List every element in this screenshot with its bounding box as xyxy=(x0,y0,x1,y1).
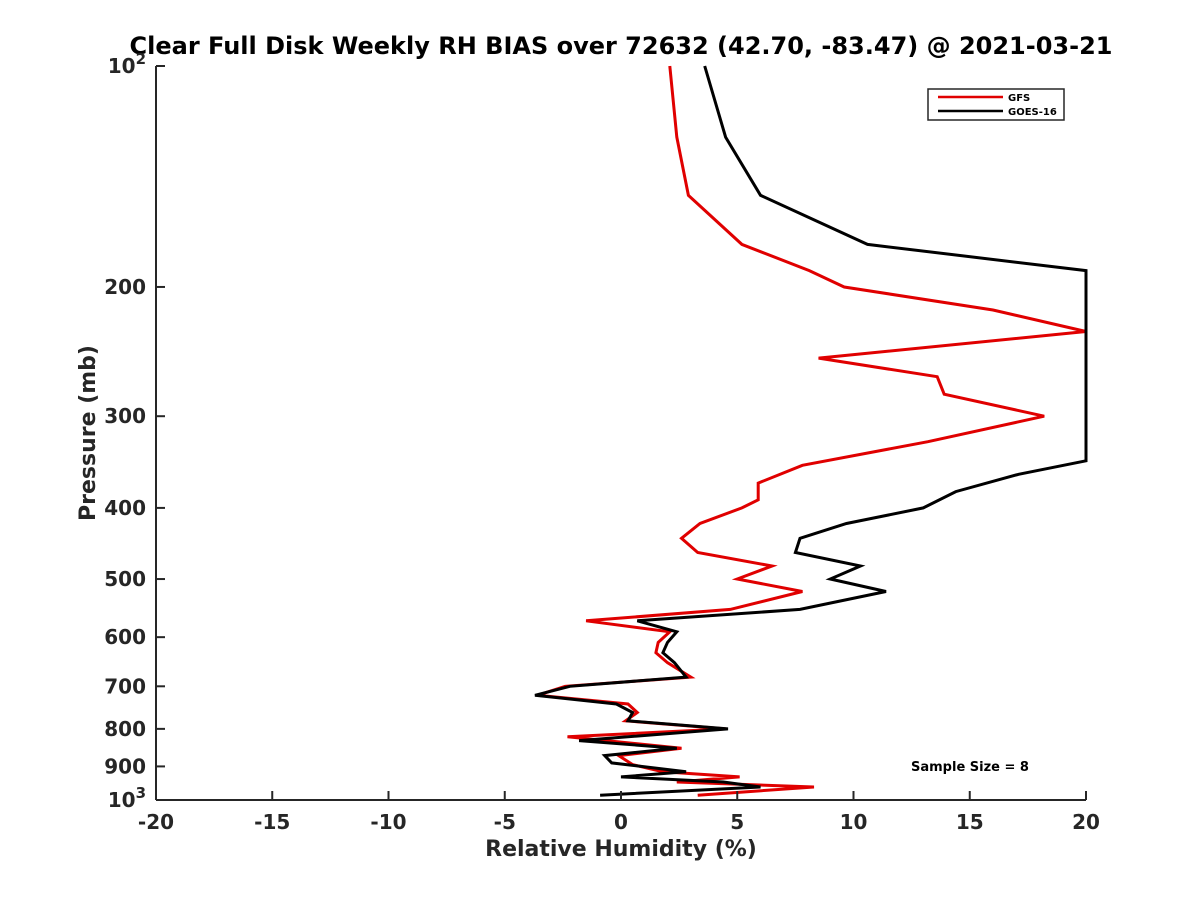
chart-title: Clear Full Disk Weekly RH BIAS over 7263… xyxy=(130,32,1113,60)
x-tick-label: -15 xyxy=(254,810,290,834)
y-tick-label: 200 xyxy=(104,275,146,299)
axes xyxy=(155,66,1086,801)
legend: GFS GOES-16 xyxy=(927,88,1065,121)
x-tick-label: 5 xyxy=(730,810,744,834)
y-tick-label: 600 xyxy=(104,625,146,649)
y-axis-label: Pressure (mb) xyxy=(76,345,101,521)
y-tick-label: 500 xyxy=(104,567,146,591)
series-lines xyxy=(534,65,1088,797)
y-tick-label: 103 xyxy=(108,784,146,812)
x-tick-label: 0 xyxy=(614,810,628,834)
x-tick-label: 15 xyxy=(956,810,984,834)
x-tick-label: -5 xyxy=(494,810,516,834)
y-tick-label: 800 xyxy=(104,717,146,741)
y-tick-label: 700 xyxy=(104,674,146,698)
x-axis-label: Relative Humidity (%) xyxy=(485,837,757,862)
x-tick-label: -20 xyxy=(138,810,174,834)
x-tick-label: 20 xyxy=(1072,810,1100,834)
legend-label-gfs: GFS xyxy=(1008,93,1030,104)
x-tick-label: 10 xyxy=(840,810,868,834)
x-ticks: -20 -15 -10 -5 0 5 10 15 20 xyxy=(138,791,1100,834)
legend-label-goes16: GOES-16 xyxy=(1008,107,1057,118)
sample-size-annotation: Sample Size = 8 xyxy=(911,760,1029,775)
y-tick-label: 900 xyxy=(104,754,146,778)
y-tick-label: 102 xyxy=(108,50,146,78)
x-tick-label: -10 xyxy=(370,810,406,834)
series-line-gfs xyxy=(536,65,1087,797)
y-tick-label: 300 xyxy=(104,404,146,428)
legend-box xyxy=(927,88,1065,121)
series-line-goes-16 xyxy=(534,65,1088,797)
y-tick-label: 400 xyxy=(104,496,146,520)
y-ticks: 102 200 300 400 500 600 700 800 900 103 xyxy=(104,50,165,812)
